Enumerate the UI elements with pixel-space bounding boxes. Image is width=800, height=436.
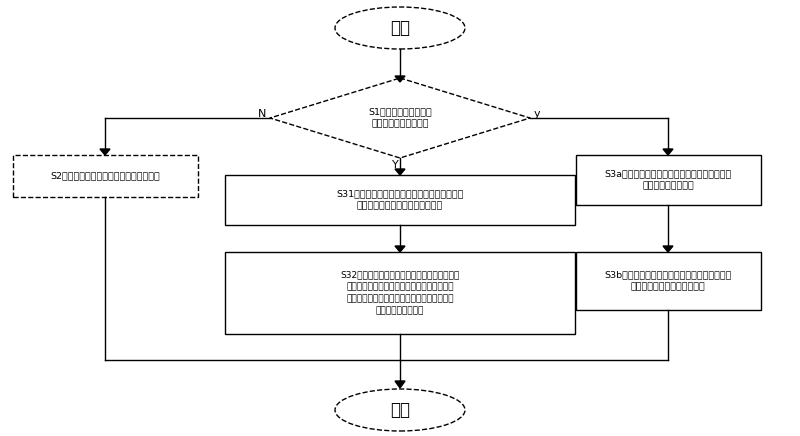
Polygon shape [395,76,405,82]
Text: 开始: 开始 [390,19,410,37]
Polygon shape [663,149,673,155]
Polygon shape [100,149,110,155]
Text: Y: Y [392,160,398,170]
Polygon shape [395,246,405,252]
Polygon shape [395,381,405,388]
Text: y: y [534,109,541,119]
Bar [225,175,575,225]
Bar [575,252,761,310]
Text: 结束: 结束 [390,401,410,419]
Text: S32、控制所述市电系统的均充电压小于或等于
所述太阳能系统的均充电压的守值，且所述市
电系统的浮充电压小于或等于所述太阳能系统
的浮充电压的下限。: S32、控制所述市电系统的均充电压小于或等于 所述太阳能系统的均充电压的守值，且… [340,271,460,315]
Text: S3a、所述太阳能系统从所述市电系统获取所述
市电系统的充电状态: S3a、所述太阳能系统从所述市电系统获取所述 市电系统的充电状态 [604,170,732,191]
Text: S31、所述市电系统从所述太阳能系统获取所述
太阳能系统的均充电压和浮充电压: S31、所述市电系统从所述太阳能系统获取所述 太阳能系统的均充电压和浮充电压 [336,190,464,211]
Bar [575,155,761,205]
Polygon shape [663,246,673,252]
Text: N: N [258,109,266,119]
Bar [225,252,575,334]
Text: S2、设定所述市电系统为固定的浮充状态: S2、设定所述市电系统为固定的浮充状态 [50,171,160,181]
Bar [13,155,198,197]
Text: S1、判定太阳能系统和
市电系统通信是否止常: S1、判定太阳能系统和 市电系统通信是否止常 [368,108,432,128]
Text: S3b、所述太阳能系统基于获取的所述市电系统
的充电状态进行均充或浮充。: S3b、所述太阳能系统基于获取的所述市电系统 的充电状态进行均充或浮充。 [604,271,732,291]
Polygon shape [395,169,405,175]
